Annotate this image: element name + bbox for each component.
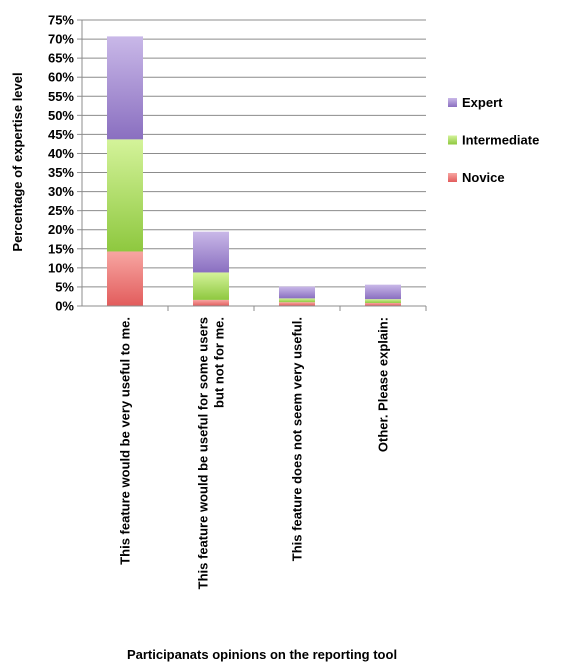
bar-novice-4 [365,302,401,306]
bar-expert-2 [193,231,229,273]
x-axis-title: Participanats opinions on the reporting … [127,647,397,662]
y-tick-label: 70% [48,32,74,47]
bar-intermediate-1 [107,139,143,252]
category-label-3: This feature does not seem very useful. [290,317,305,561]
y-tick-label: 75% [48,13,74,28]
y-tick-label: 25% [48,203,74,218]
category-label-4: Other. Please explain: [376,317,391,452]
y-tick-label: 30% [48,184,74,199]
bar-expert-4 [365,284,401,300]
bar-novice-3 [279,302,315,306]
axes [81,20,427,311]
y-tick-labels: 0% 5% 10% 15% 20% 25% 30% 35% 40% 45% 50% 55% 60% 65%… [48,13,74,314]
y-tick-label: 40% [48,146,74,161]
legend: Expert Intermediate Novice [448,95,539,185]
bars [107,36,401,306]
category-label-1: This feature would be very useful to me. [118,317,133,565]
legend-label: Expert [462,95,503,110]
category-label-2: This feature would be useful for some us… [196,317,227,589]
bar-novice-1 [107,251,143,306]
legend-label: Novice [462,170,505,185]
legend-item-intermediate: Intermediate [448,133,539,148]
bar-intermediate-2 [193,272,229,300]
category-label-line: but not for me. [212,317,227,408]
bar-expert-3 [279,286,315,299]
y-tick-label: 60% [48,70,74,85]
category-label-line: This feature would be useful for some us… [196,317,211,589]
y-tick-label: 45% [48,127,74,142]
legend-swatch [448,135,457,145]
bar-expert-1 [107,36,143,140]
category-label-line: Other. Please explain: [376,317,391,452]
bar-intermediate-4 [365,299,401,303]
category-label-line: This feature does not seem very useful. [290,317,305,561]
y-tick-label: 5% [55,279,74,294]
legend-swatch [448,98,457,107]
category-labels: This feature would be very useful to me.… [118,317,391,589]
legend-label: Intermediate [462,133,539,148]
category-label-line: This feature would be very useful to me. [118,317,133,565]
bar-novice-2 [193,299,229,306]
y-tick-label: 15% [48,241,74,256]
legend-swatch [448,173,457,182]
y-tick-label: 20% [48,222,74,237]
y-tick-label: 65% [48,51,74,66]
y-tick-label: 10% [48,260,74,275]
y-axis-title: Percentage of expertise level [10,72,25,251]
y-tick-label: 55% [48,89,74,104]
y-tick-label: 50% [48,108,74,123]
y-tick-label: 0% [55,299,74,314]
legend-item-expert: Expert [448,95,503,110]
legend-item-novice: Novice [448,170,505,185]
bar-intermediate-3 [279,298,315,303]
y-tick-label: 35% [48,165,74,180]
